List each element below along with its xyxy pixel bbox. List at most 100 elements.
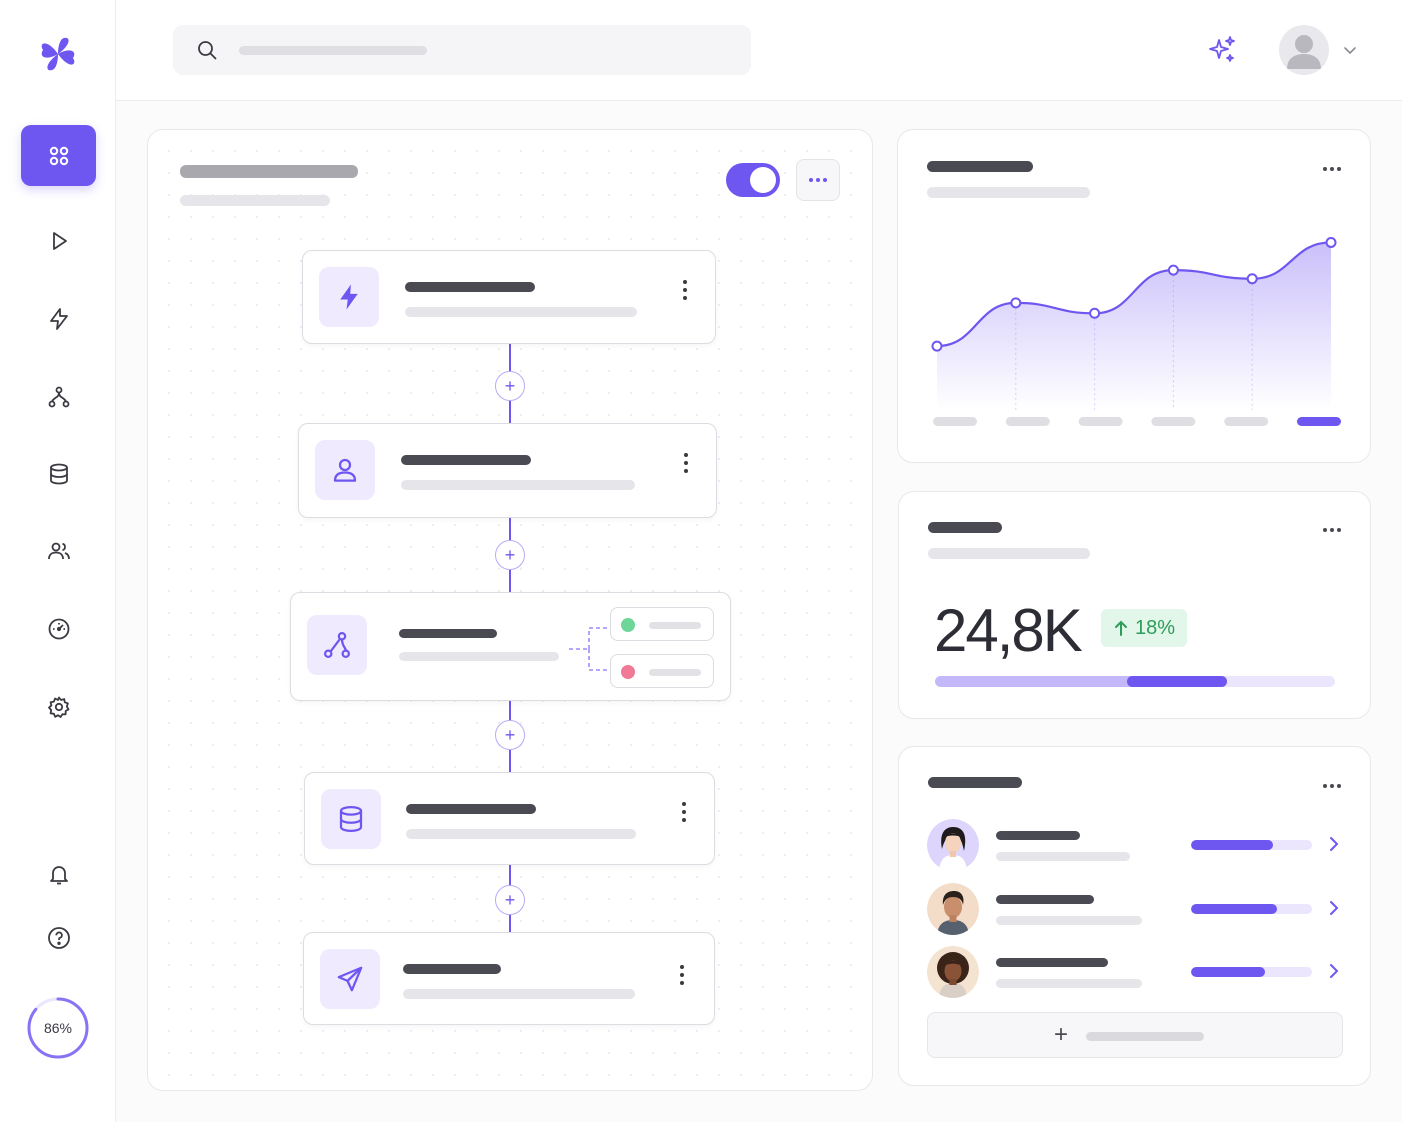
add-member-label	[1086, 1032, 1204, 1041]
branch-icon	[324, 632, 350, 658]
member-role	[996, 916, 1142, 925]
card-more-button[interactable]	[1323, 167, 1341, 171]
chart-point[interactable]	[1325, 236, 1337, 248]
card-more-button[interactable]	[1323, 528, 1341, 532]
sidebar: 86%	[0, 0, 116, 1122]
step-icon-tile	[319, 267, 379, 327]
sidebar-item-users[interactable]	[21, 520, 96, 581]
search-icon	[198, 41, 217, 60]
man-avatar-icon	[927, 883, 979, 935]
member-role	[996, 979, 1142, 988]
help-circle-icon	[47, 926, 70, 949]
step-icon-tile	[320, 949, 380, 1009]
usage-percent-label: 86%	[43, 1020, 73, 1036]
top-header	[116, 0, 1402, 101]
step-title	[405, 282, 535, 292]
more-horizontal-icon	[809, 178, 827, 182]
sidebar-item-triggers[interactable]	[21, 288, 96, 349]
send-icon	[337, 966, 363, 992]
step-description	[403, 989, 635, 999]
chevron-down-icon[interactable]	[1342, 42, 1358, 58]
sidebar-item-data[interactable]	[21, 443, 96, 504]
chevron-right-icon[interactable]	[1323, 833, 1345, 855]
chart-point[interactable]	[1167, 264, 1179, 276]
member-role	[996, 852, 1130, 861]
chart-area-fill	[937, 242, 1331, 410]
step-description	[399, 652, 559, 661]
card-more-button[interactable]	[1323, 784, 1341, 788]
workflow-step-database[interactable]	[304, 772, 715, 865]
progress-fill-dark	[1127, 676, 1227, 687]
workflow-more-button[interactable]	[796, 159, 840, 201]
chart-point[interactable]	[1246, 273, 1258, 285]
gear-icon	[47, 696, 69, 718]
workflow-step-condition[interactable]	[290, 592, 731, 701]
lightning-icon	[340, 284, 358, 310]
chart-point[interactable]	[1010, 297, 1022, 309]
database-icon	[49, 463, 68, 484]
search-input[interactable]	[173, 25, 751, 75]
chart-x-tick-label	[1151, 417, 1196, 426]
step-icon-tile	[321, 789, 381, 849]
branch-label	[649, 622, 701, 629]
chevron-right-icon[interactable]	[1323, 960, 1345, 982]
branch-split-lines	[569, 627, 611, 671]
chart-point[interactable]	[1089, 307, 1101, 319]
sidebar-item-dashboard[interactable]	[21, 125, 96, 186]
team-member-row[interactable]	[927, 819, 1347, 873]
step-menu-button[interactable]	[674, 800, 694, 824]
delta-badge: 18%	[1101, 609, 1188, 647]
step-menu-button[interactable]	[675, 278, 695, 302]
more-horizontal-icon	[1323, 167, 1341, 171]
play-icon	[52, 231, 67, 250]
chart-point[interactable]	[931, 340, 943, 352]
user-avatar-icon[interactable]	[1279, 25, 1329, 75]
step-description	[401, 480, 635, 490]
sidebar-item-settings[interactable]	[21, 676, 96, 737]
four-petal-logo-icon[interactable]	[38, 34, 78, 74]
chart-x-tick-label	[1297, 417, 1341, 426]
workflow-step-send[interactable]	[303, 932, 715, 1025]
step-menu-button[interactable]	[672, 963, 692, 987]
workflow-builder-panel: + + + +	[147, 129, 873, 1091]
branch-success[interactable]	[610, 607, 714, 641]
search-placeholder	[239, 46, 427, 55]
sidebar-item-notifications[interactable]	[21, 843, 96, 904]
sidebar-item-help[interactable]	[21, 907, 96, 968]
chart-x-tick-label	[933, 417, 977, 426]
workflow-step-trigger[interactable]	[302, 250, 716, 344]
team-member-row[interactable]	[927, 946, 1347, 1000]
add-step-button[interactable]: +	[495, 885, 525, 915]
step-menu-button[interactable]	[676, 451, 696, 475]
workflow-enabled-toggle[interactable]	[726, 163, 780, 197]
branch-failure[interactable]	[610, 654, 714, 688]
chevron-right-icon[interactable]	[1323, 897, 1345, 919]
step-icon-tile	[315, 440, 375, 500]
user-icon	[333, 458, 357, 482]
step-title	[399, 629, 497, 638]
branch-label	[649, 669, 701, 676]
progress-fill-light	[935, 676, 1227, 687]
users-icon	[47, 542, 70, 559]
line-area-chart	[931, 236, 1341, 426]
sidebar-item-workflows[interactable]	[21, 366, 96, 427]
arrow-up-icon	[1115, 620, 1127, 636]
sparkle-icon[interactable]	[1206, 34, 1238, 66]
workflow-step-user[interactable]	[298, 423, 717, 518]
add-step-button[interactable]: +	[495, 720, 525, 750]
member-progress-fill	[1191, 967, 1265, 977]
chart-card	[897, 129, 1371, 463]
add-step-button[interactable]: +	[495, 371, 525, 401]
add-step-button[interactable]: +	[495, 540, 525, 570]
sidebar-item-run[interactable]	[21, 210, 96, 271]
bell-icon	[49, 865, 68, 884]
step-description	[406, 829, 636, 839]
woman-curly-avatar-icon	[927, 946, 979, 998]
add-member-button[interactable]: +	[927, 1012, 1343, 1058]
step-icon-tile	[307, 615, 367, 675]
sidebar-item-monitoring[interactable]	[21, 598, 96, 659]
branch-icon	[48, 386, 69, 407]
usage-progress-ring	[27, 997, 89, 1059]
woman-avatar-icon	[927, 819, 979, 871]
team-member-row[interactable]	[927, 883, 1347, 937]
